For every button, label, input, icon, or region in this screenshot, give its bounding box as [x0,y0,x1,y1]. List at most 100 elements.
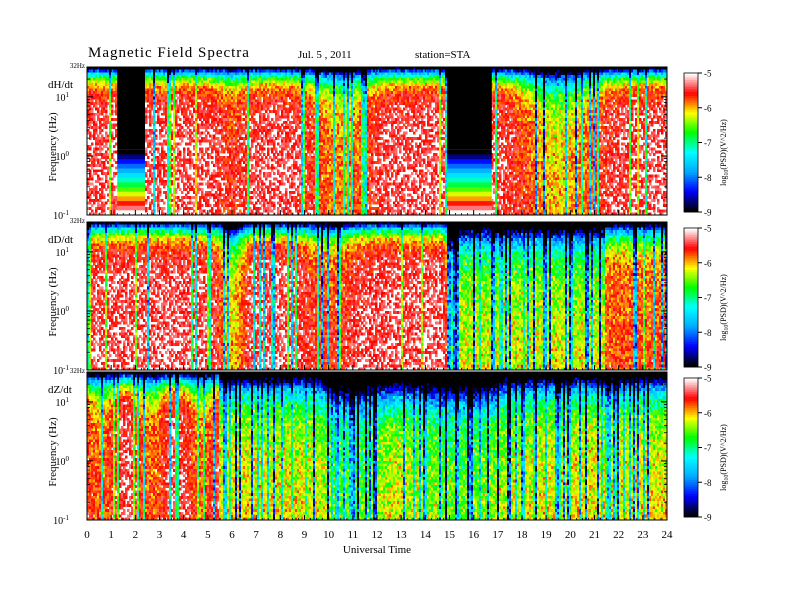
heatmap-cell [241,204,244,208]
heatmap-cell [301,99,304,103]
heatmap-cell [201,126,204,130]
heatmap-cell [247,104,250,108]
heatmap-cell [337,126,340,130]
heatmap-cell [341,174,344,178]
heatmap-cell [101,110,104,114]
heatmap-cell [341,107,344,111]
heatmap-cell [259,177,262,181]
heatmap-cell [265,206,268,210]
heatmap-cell [303,128,306,132]
heatmap-cell [105,171,108,175]
heatmap-cell [253,88,256,92]
heatmap-cell [317,163,320,167]
heatmap-cell [163,185,166,189]
heatmap-cell [253,204,256,208]
heatmap-cell [161,163,164,167]
heatmap-cell [159,99,162,103]
heatmap-cell [293,182,296,186]
heatmap-cell [323,134,326,138]
heatmap-cell [153,190,156,194]
heatmap-cell [89,174,92,178]
heatmap-cell [231,145,234,149]
heatmap-cell [181,69,184,73]
heatmap-cell [257,136,260,140]
heatmap-cell [183,147,186,151]
heatmap-cell [165,155,168,159]
heatmap-cell [213,96,216,100]
heatmap-cell [225,123,228,127]
heatmap-cell [259,212,262,216]
heatmap-cell [159,158,162,162]
heatmap-cell [217,85,220,89]
heatmap-cell [339,155,342,159]
heatmap-cell [315,180,318,184]
heatmap-cell [221,163,224,167]
heatmap-cell [227,101,230,105]
heatmap-cell [211,115,214,119]
heatmap-cell [277,153,280,157]
heatmap-cell [193,75,196,79]
heatmap-cell [281,158,284,162]
heatmap-cell [247,177,250,181]
heatmap-cell [285,115,288,119]
heatmap-cell [205,93,208,97]
heatmap-cell [195,201,198,205]
heatmap-cell [199,147,202,151]
heatmap-cell [169,115,172,119]
heatmap-cell [149,188,152,192]
heatmap-cell [197,171,200,175]
heatmap-cell [317,201,320,205]
heatmap-cell [305,80,308,84]
heatmap-cell [107,155,110,159]
heatmap-cell [303,158,306,162]
heatmap-cell [279,104,282,108]
heatmap-cell [213,163,216,167]
heatmap-cell [337,180,340,184]
heatmap-cell [183,182,186,186]
heatmap-cell [191,69,194,73]
heatmap-cell [173,171,176,175]
heatmap-cell [305,190,308,194]
heatmap-cell [157,163,160,167]
heatmap-cell [295,188,298,192]
heatmap-cell [217,166,220,170]
heatmap-cell [203,101,206,105]
heatmap-cell [247,85,250,89]
heatmap-cell [321,145,324,149]
heatmap-cell [321,147,324,151]
heatmap-cell [331,142,334,146]
heatmap-cell [187,118,190,122]
heatmap-cell [185,123,188,127]
heatmap-cell [269,77,272,81]
heatmap-cell [221,126,224,130]
heatmap-cell [267,72,270,76]
heatmap-cell [325,75,328,79]
heatmap-cell [249,72,252,76]
heatmap-cell [335,136,338,140]
heatmap-cell [105,77,108,81]
heatmap-cell [151,180,154,184]
heatmap-cell [321,185,324,189]
heatmap-cell [281,123,284,127]
heatmap-cell [231,158,234,162]
heatmap-cell [253,131,256,135]
heatmap-cell [105,120,108,124]
heatmap-cell [209,85,212,89]
heatmap-cell [327,88,330,92]
heatmap-cell [275,193,278,197]
heatmap-cell [305,96,308,100]
heatmap-cell [295,80,298,84]
heatmap-cell [173,99,176,103]
heatmap-cell [341,145,344,149]
heatmap-cell [205,126,208,130]
heatmap-cell [89,196,92,200]
heatmap-cell [197,126,200,130]
heatmap-cell [261,93,264,97]
heatmap-cell [255,120,258,124]
heatmap-cell [93,118,96,122]
heatmap-cell [147,169,150,173]
heatmap-cell [253,118,256,122]
heatmap-cell [191,201,194,205]
heatmap-cell [87,206,90,210]
heatmap-cell [245,99,248,103]
